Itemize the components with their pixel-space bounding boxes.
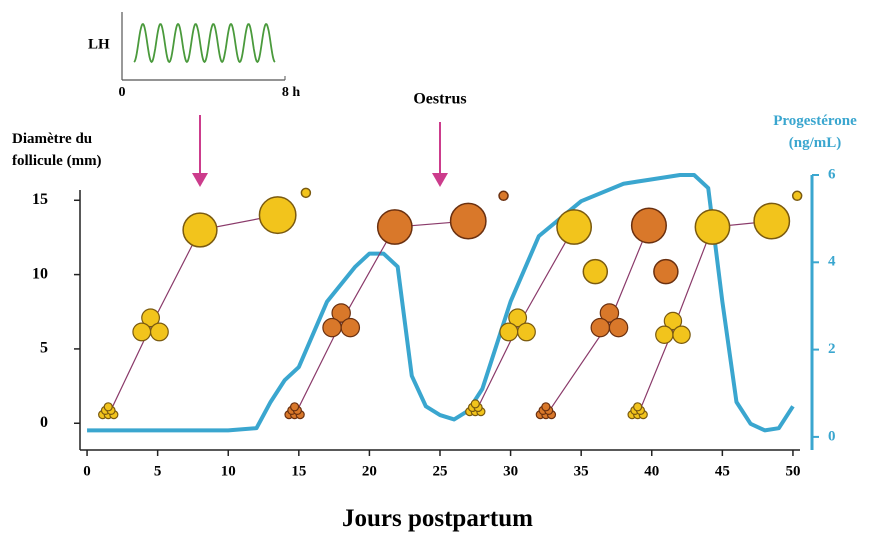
follicle-cell [322, 317, 342, 338]
follicle [630, 207, 667, 244]
arrow-head [432, 173, 448, 187]
follicle-wave [284, 190, 509, 420]
y-tick-label: 10 [32, 265, 48, 282]
regressing-follicle [791, 190, 803, 202]
y2-axis-label: Progestérone (ng/mL) [773, 113, 857, 151]
regressing-follicle [582, 258, 609, 285]
y-tick-label: 5 [40, 340, 48, 357]
y-axis-label: Diamètre du follicule (mm) [12, 131, 102, 169]
follicle-cell [340, 317, 361, 338]
follicle-cell [663, 311, 683, 331]
x-tick-label: 50 [785, 463, 800, 479]
y-tick-label: 0 [40, 414, 48, 431]
follicle [258, 196, 297, 235]
follicle [556, 209, 593, 245]
follicle [499, 308, 536, 342]
follicle-cell [633, 402, 643, 412]
follicle-cell [655, 325, 674, 344]
follicle [322, 303, 361, 338]
lh-label: LH [88, 36, 110, 52]
y-tick-label: 15 [32, 191, 48, 208]
follicle-cell [672, 325, 691, 344]
wave-line [107, 214, 278, 417]
follicle-cell [508, 308, 528, 328]
follicle [376, 209, 413, 245]
arrow-head [192, 173, 208, 187]
x-tick-label: 10 [221, 463, 236, 479]
x-tick-label: 25 [433, 463, 448, 479]
y2-tick-label: 6 [828, 166, 836, 182]
follicle-cell [599, 303, 620, 323]
follicle-cell [541, 402, 551, 412]
x-tick-label: 35 [574, 463, 589, 479]
follicle-cell [517, 322, 536, 342]
follicle-wave [465, 209, 609, 417]
inset-tick-label: 8 h [282, 85, 301, 100]
x-tick-label: 20 [362, 463, 377, 479]
follicle-wave [98, 187, 312, 420]
follicle [535, 402, 557, 420]
x-axis-label: Jours postpartum [342, 505, 533, 532]
follicle [465, 399, 486, 417]
follicle [694, 209, 731, 245]
follicle [284, 402, 305, 420]
progesterone-line [87, 173, 795, 433]
follicle-cell [289, 402, 300, 412]
follicle [98, 402, 119, 420]
x-tick-label: 15 [291, 463, 306, 479]
follicle-cell [499, 322, 519, 342]
annotation: Oestrus [413, 91, 466, 108]
follicle [590, 303, 629, 338]
follicle [132, 308, 169, 342]
x-tick-label: 5 [154, 463, 162, 479]
follicle [182, 212, 218, 248]
x-tick-label: 45 [715, 463, 730, 479]
follicle [753, 202, 791, 240]
follicle-cell [331, 303, 351, 323]
wave-line [294, 220, 469, 417]
y2-tick-label: 2 [828, 341, 836, 357]
regressing-follicle [498, 190, 509, 202]
x-tick-label: 40 [644, 463, 659, 479]
follicle [449, 202, 487, 240]
follicle-cell [141, 308, 161, 328]
x-tick-label: 30 [503, 463, 518, 479]
regressing-follicle [653, 258, 679, 285]
follicle-cell [149, 322, 169, 342]
follicle-wave [627, 190, 803, 420]
y2-tick-label: 4 [828, 254, 836, 270]
follicle-cell [608, 317, 629, 338]
wave-line [637, 220, 772, 417]
y2-tick-label: 0 [828, 428, 836, 444]
follicle-wave [535, 207, 679, 420]
x-tick-label: 0 [83, 463, 91, 479]
follicle [655, 311, 691, 344]
follicle-cell [590, 317, 611, 338]
regressing-follicle [300, 187, 312, 199]
follicle [627, 402, 648, 420]
follicle-cell [132, 322, 152, 342]
lh-pulses [133, 23, 276, 64]
inset-tick-label: 0 [119, 85, 126, 100]
follicle-cell [103, 402, 113, 412]
follicle-cell [470, 399, 480, 409]
